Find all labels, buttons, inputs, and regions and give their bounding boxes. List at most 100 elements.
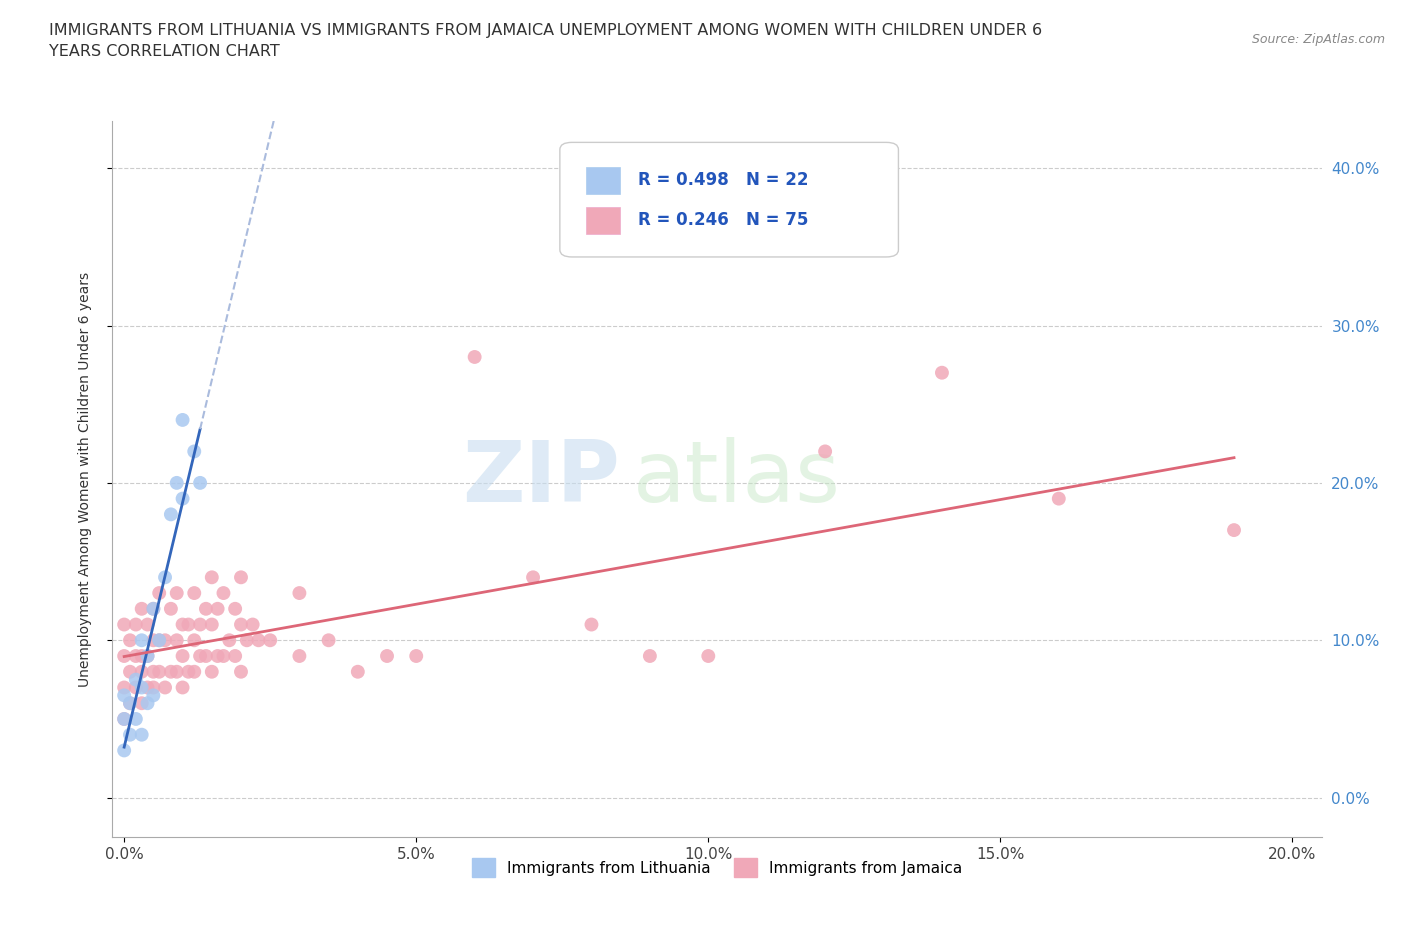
Point — [125, 672, 148, 687]
Point — [136, 618, 159, 632]
Point — [166, 586, 188, 601]
Text: R = 0.246   N = 75: R = 0.246 N = 75 — [638, 211, 808, 230]
Point — [218, 632, 240, 647]
Point — [188, 475, 211, 490]
Point — [172, 680, 194, 695]
Point — [229, 618, 252, 632]
Point — [172, 413, 194, 428]
Point — [118, 696, 141, 711]
Point — [118, 632, 141, 647]
Point — [236, 632, 259, 647]
Point — [112, 711, 135, 726]
Point — [172, 648, 194, 663]
Text: atlas: atlas — [633, 437, 841, 521]
Point — [183, 444, 205, 458]
Point — [172, 618, 194, 632]
Point — [405, 648, 427, 663]
Point — [638, 648, 661, 663]
Point — [136, 648, 159, 663]
Point — [201, 664, 224, 679]
Point — [814, 444, 837, 458]
Point — [112, 688, 135, 703]
Point — [153, 680, 176, 695]
Point — [125, 648, 148, 663]
Point — [188, 648, 211, 663]
Point — [153, 632, 176, 647]
Point — [148, 664, 170, 679]
FancyBboxPatch shape — [560, 142, 898, 257]
Point — [259, 632, 281, 647]
Point — [1223, 523, 1246, 538]
Point — [201, 570, 224, 585]
Point — [194, 648, 217, 663]
Point — [201, 618, 224, 632]
Point — [177, 618, 200, 632]
Point — [464, 350, 486, 365]
Point — [166, 475, 188, 490]
Point — [177, 664, 200, 679]
Point — [194, 602, 217, 617]
Point — [318, 632, 340, 647]
Point — [242, 618, 264, 632]
Point — [142, 602, 165, 617]
Point — [148, 632, 170, 647]
Point — [288, 586, 311, 601]
Text: IMMIGRANTS FROM LITHUANIA VS IMMIGRANTS FROM JAMAICA UNEMPLOYMENT AMONG WOMEN WI: IMMIGRANTS FROM LITHUANIA VS IMMIGRANTS … — [49, 23, 1042, 60]
Point — [131, 696, 153, 711]
Point — [131, 680, 153, 695]
Point — [131, 648, 153, 663]
FancyBboxPatch shape — [586, 206, 620, 234]
Text: Source: ZipAtlas.com: Source: ZipAtlas.com — [1251, 33, 1385, 46]
Point — [697, 648, 720, 663]
Point — [142, 602, 165, 617]
Point — [247, 632, 270, 647]
Point — [212, 648, 235, 663]
Point — [183, 632, 205, 647]
Point — [207, 648, 229, 663]
Point — [112, 743, 135, 758]
Point — [112, 648, 135, 663]
Point — [188, 618, 211, 632]
Point — [229, 664, 252, 679]
Point — [125, 711, 148, 726]
Point — [142, 680, 165, 695]
Point — [346, 664, 368, 679]
Point — [166, 664, 188, 679]
FancyBboxPatch shape — [586, 166, 620, 194]
Point — [112, 711, 135, 726]
Point — [183, 664, 205, 679]
Point — [224, 648, 246, 663]
Legend: Immigrants from Lithuania, Immigrants from Jamaica: Immigrants from Lithuania, Immigrants fr… — [465, 852, 969, 883]
Point — [183, 586, 205, 601]
Point — [131, 664, 153, 679]
Point — [229, 570, 252, 585]
Point — [118, 727, 141, 742]
Y-axis label: Unemployment Among Women with Children Under 6 years: Unemployment Among Women with Children U… — [77, 272, 91, 686]
Point — [136, 648, 159, 663]
Point — [212, 586, 235, 601]
Point — [522, 570, 544, 585]
Point — [224, 602, 246, 617]
Point — [131, 727, 153, 742]
Point — [131, 602, 153, 617]
Point — [118, 696, 141, 711]
Point — [112, 680, 135, 695]
Point — [207, 602, 229, 617]
Point — [125, 618, 148, 632]
Point — [375, 648, 398, 663]
Point — [166, 632, 188, 647]
Point — [131, 632, 153, 647]
Text: ZIP: ZIP — [463, 437, 620, 521]
Text: R = 0.498   N = 22: R = 0.498 N = 22 — [638, 171, 808, 190]
Point — [112, 618, 135, 632]
Point — [142, 632, 165, 647]
Point — [1047, 491, 1070, 506]
Point — [288, 648, 311, 663]
Point — [160, 664, 183, 679]
Point — [118, 664, 141, 679]
Point — [136, 696, 159, 711]
Point — [148, 632, 170, 647]
Point — [160, 602, 183, 617]
Point — [136, 680, 159, 695]
Point — [931, 365, 953, 380]
